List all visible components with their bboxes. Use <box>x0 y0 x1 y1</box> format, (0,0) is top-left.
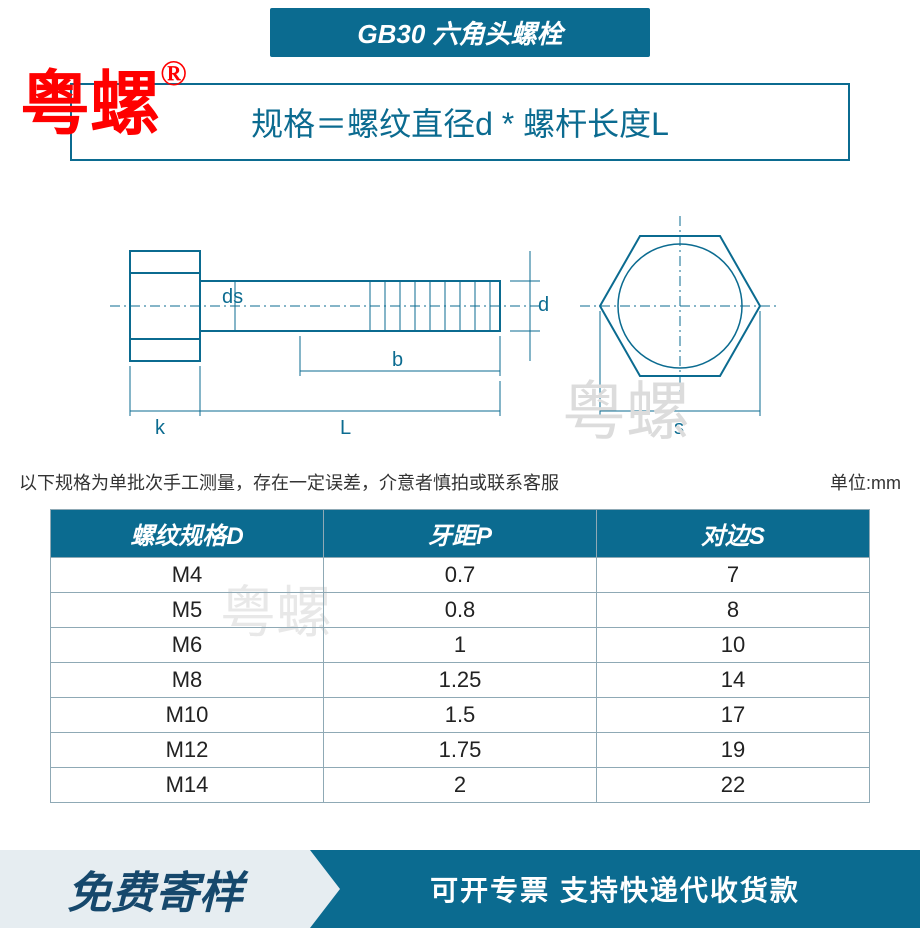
footer-right: 可开专票 支持快递代收货款 <box>310 850 920 928</box>
table-cell: 0.7 <box>324 558 597 593</box>
table-row: M40.77 <box>51 558 870 593</box>
registered-symbol: ® <box>160 53 187 93</box>
table-cell: 17 <box>597 698 870 733</box>
table-cell: 10 <box>597 628 870 663</box>
note-right: 单位:mm <box>830 469 901 495</box>
footer-left: 免费寄样 <box>0 850 310 928</box>
table-cell: 0.8 <box>324 593 597 628</box>
table-row: M50.88 <box>51 593 870 628</box>
formula-box: 规格＝螺纹直径d * 螺杆长度L <box>70 83 850 161</box>
th-s: 对边S <box>597 510 870 558</box>
table-cell: 19 <box>597 733 870 768</box>
note-row: 以下规格为单批次手工测量，存在一定误差，介意者慎拍或联系客服 单位:mm <box>15 469 905 495</box>
table-row: M81.2514 <box>51 663 870 698</box>
note-left: 以下规格为单批次手工测量，存在一定误差，介意者慎拍或联系客服 <box>19 469 559 495</box>
table-cell: M5 <box>51 593 324 628</box>
table-row: M101.517 <box>51 698 870 733</box>
table-row: M121.7519 <box>51 733 870 768</box>
label-ds: ds <box>222 286 243 308</box>
th-d: 螺纹规格D <box>51 510 324 558</box>
label-d: d <box>538 294 549 316</box>
table-cell: M6 <box>51 628 324 663</box>
label-b: b <box>392 349 403 371</box>
table-cell: M12 <box>51 733 324 768</box>
brand-text: 粤螺 <box>20 67 160 144</box>
table-header-row: 螺纹规格D 牙距P 对边S <box>51 510 870 558</box>
table-cell: 2 <box>324 768 597 803</box>
footer-bar: 免费寄样 可开专票 支持快递代收货款 <box>0 850 920 928</box>
table-cell: 8 <box>597 593 870 628</box>
brand-watermark: 粤螺® <box>20 48 187 149</box>
label-L: L <box>340 417 351 439</box>
table-row: M6110 <box>51 628 870 663</box>
label-k: k <box>155 417 166 439</box>
table-cell: 14 <box>597 663 870 698</box>
table-cell: 7 <box>597 558 870 593</box>
table-cell: 1.5 <box>324 698 597 733</box>
spec-table: 螺纹规格D 牙距P 对边S M40.77M50.88M6110M81.2514M… <box>50 509 870 803</box>
table-cell: 1.25 <box>324 663 597 698</box>
title-bar: GB30 六角头螺栓 <box>270 8 650 57</box>
table-row: M14222 <box>51 768 870 803</box>
table-cell: M8 <box>51 663 324 698</box>
bolt-diagram: 粤螺 <box>70 191 850 451</box>
table-cell: M4 <box>51 558 324 593</box>
label-s: s <box>674 417 684 439</box>
table-cell: M10 <box>51 698 324 733</box>
th-p: 牙距P <box>324 510 597 558</box>
table-cell: 1.75 <box>324 733 597 768</box>
table-cell: M14 <box>51 768 324 803</box>
table-cell: 22 <box>597 768 870 803</box>
table-cell: 1 <box>324 628 597 663</box>
